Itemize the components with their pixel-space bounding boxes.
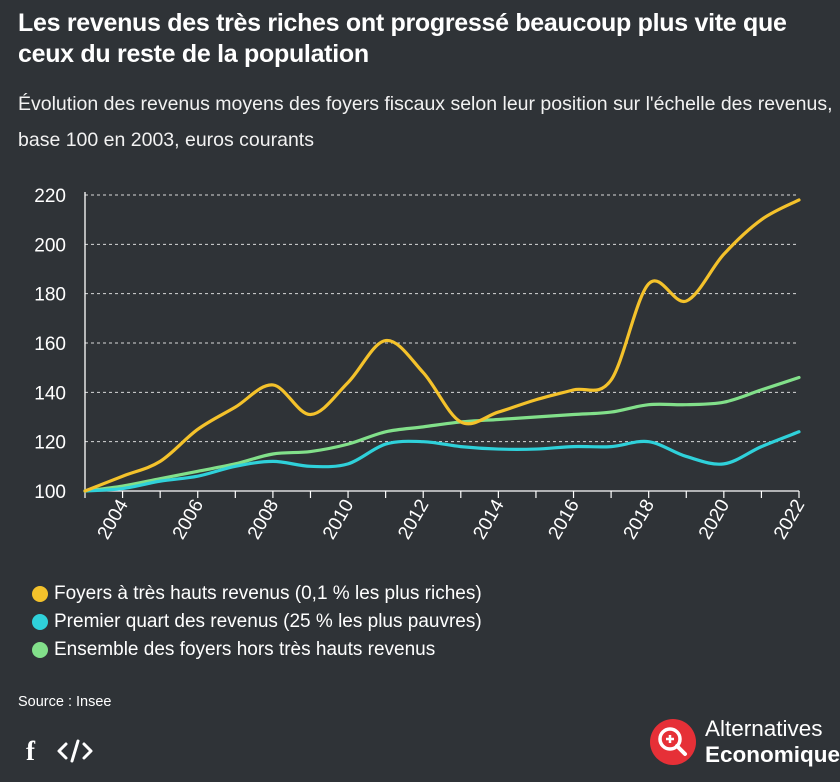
x-axis-labels: 2004 2006 2008 2010 2012 2014 2016 2018 2020 2022 [94, 496, 810, 543]
legend-item[interactable]: Premier quart des revenus (25 % les plus… [32, 608, 482, 636]
x-tick-label: 2016 [545, 496, 584, 543]
legend-swatch [32, 642, 48, 658]
legend-label: Premier quart des revenus (25 % les plus… [54, 611, 482, 632]
facebook-icon[interactable]: f [26, 736, 35, 766]
legend-label: Foyers à très hauts revenus (0,1 % les p… [54, 583, 482, 604]
embed-code-icon[interactable] [56, 738, 94, 764]
chart-title: Les revenus des très riches ont progress… [18, 9, 787, 68]
series-line [83, 430, 801, 493]
legend-swatch [32, 614, 48, 630]
y-tick-label: 220 [34, 186, 66, 207]
legend-item[interactable]: Foyers à très hauts revenus (0,1 % les p… [32, 580, 482, 608]
legend-label: Ensemble des foyers hors très hauts reve… [54, 639, 436, 660]
y-tick-label: 180 [34, 285, 66, 306]
chart-legend: Foyers à très hauts revenus (0,1 % les p… [32, 580, 482, 664]
chart-lines [83, 198, 801, 493]
legend-swatch [32, 586, 48, 602]
x-tick-label: 2022 [770, 496, 809, 543]
y-tick-label: 100 [34, 482, 66, 503]
y-tick-label: 140 [34, 383, 66, 404]
chart-axes [84, 192, 800, 498]
legend-item[interactable]: Ensemble des foyers hors très hauts reve… [32, 636, 482, 664]
series-line [83, 375, 801, 493]
source-note: Source : Insee [18, 694, 112, 710]
y-tick-label: 160 [34, 334, 66, 355]
x-tick-label: 2018 [620, 496, 659, 543]
x-tick-label: 2012 [394, 496, 433, 543]
logo-text-line2: Economiques [705, 742, 840, 767]
x-tick-label: 2020 [695, 496, 734, 543]
chart-grid [85, 194, 799, 443]
logo-text-line1: Alternatives [705, 716, 823, 741]
x-tick-label: 2006 [169, 496, 208, 543]
y-tick-label: 200 [34, 235, 66, 256]
y-axis-labels: 100 120 140 160 180 200 220 [34, 186, 66, 503]
share-bar: f [26, 736, 94, 766]
x-tick-label: 2014 [469, 496, 509, 543]
x-tick-label: 2008 [244, 496, 283, 543]
chart-subtitle: Évolution des revenus moyens des foyers … [18, 93, 833, 151]
x-tick-label: 2004 [94, 496, 134, 543]
x-tick-label: 2010 [319, 496, 358, 543]
y-tick-label: 120 [34, 433, 66, 454]
magnifier-plus-icon [650, 719, 696, 765]
series-line [83, 198, 801, 493]
publisher-logo[interactable]: Alternatives Economiques [650, 716, 840, 768]
